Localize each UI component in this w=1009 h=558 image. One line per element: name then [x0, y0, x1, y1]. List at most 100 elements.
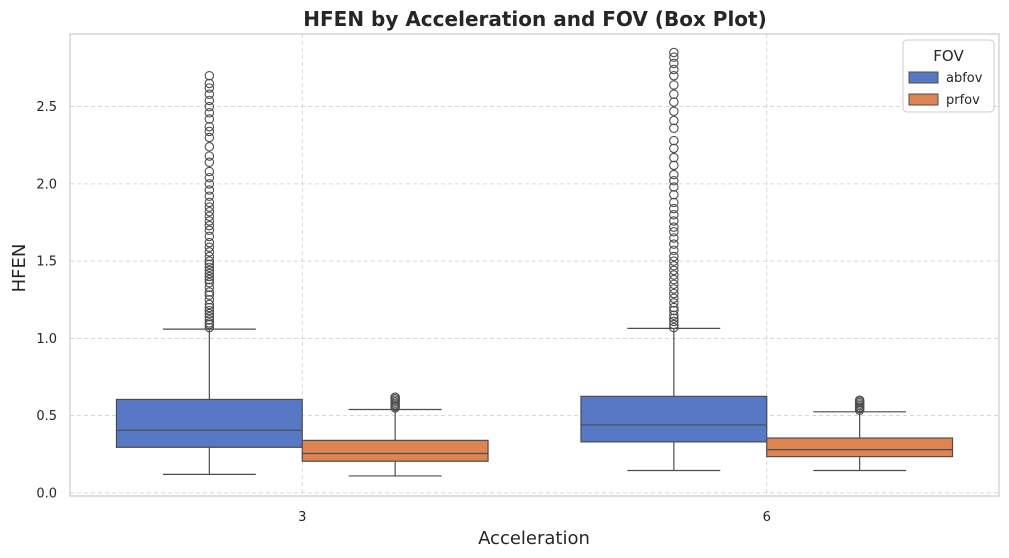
outlier-point — [204, 126, 215, 137]
outlier-point — [669, 305, 679, 316]
outlier-point — [669, 284, 679, 294]
outlier-point — [669, 52, 679, 62]
outlier-point — [669, 89, 679, 100]
outlier-point — [669, 298, 679, 308]
outlier-point — [669, 279, 679, 290]
outlier-point — [669, 216, 679, 226]
outlier-point — [204, 299, 215, 310]
outlier-point — [204, 274, 215, 285]
legend: FOV abfov prfov — [902, 39, 995, 113]
outlier-point — [669, 265, 679, 276]
outlier-point — [854, 395, 865, 405]
y-axis-label: HFEN — [9, 244, 30, 293]
y-tick-label: 2.5 — [36, 100, 57, 115]
outlier-point — [204, 282, 215, 293]
outlier-point — [204, 191, 215, 201]
outlier-point — [204, 83, 215, 93]
outlier-point — [204, 157, 215, 167]
y-tick-label: 0.5 — [36, 409, 57, 424]
outlier-point — [204, 166, 215, 177]
outlier-point — [204, 305, 215, 316]
outlier-point — [669, 310, 679, 320]
outlier-point — [204, 121, 215, 132]
plot-frame — [69, 33, 1000, 497]
outlier-point — [669, 293, 679, 303]
x-tick-label: 3 — [298, 510, 306, 525]
outlier-point — [204, 216, 215, 226]
outlier-point — [204, 318, 215, 328]
outlier-point — [204, 268, 215, 279]
chart-title: HFEN by Acceleration and FOV (Box Plot) — [303, 7, 767, 31]
legend-swatch-prfov — [908, 93, 939, 106]
outlier-point — [669, 97, 679, 107]
outlier-point — [204, 114, 215, 124]
outlier-point — [669, 176, 679, 186]
outlier-point — [204, 185, 215, 195]
outlier-point — [669, 227, 679, 237]
outlier-point — [204, 251, 215, 262]
outlier-point — [669, 313, 679, 324]
outlier-point — [204, 262, 215, 273]
outlier-point — [204, 308, 215, 319]
outlier-point — [204, 206, 215, 217]
outlier-point — [669, 239, 679, 249]
outlier-point — [204, 172, 215, 183]
outlier-point — [669, 182, 679, 192]
outlier-point — [669, 302, 679, 313]
outlier-point — [669, 251, 679, 262]
outlier-point — [204, 202, 215, 212]
outlier-point — [669, 197, 679, 208]
outlier-point — [204, 197, 215, 208]
box-abfov-3 — [115, 398, 303, 448]
outlier-point — [669, 58, 679, 69]
outlier-point — [669, 80, 679, 90]
outlier-point — [669, 288, 679, 299]
outlier-point — [390, 392, 400, 402]
plot-area: 0.0 0.5 1.0 1.5 2.0 2.5 3 6 — [36, 33, 1000, 525]
x-tick-label: 6 — [763, 510, 771, 525]
outlier-point — [204, 108, 215, 118]
box-prfov-3 — [301, 439, 489, 462]
outlier-point — [204, 290, 215, 300]
outlier-point — [669, 316, 679, 327]
outlier-point — [204, 271, 215, 282]
outlier-point — [204, 151, 215, 161]
outlier-point — [204, 295, 215, 305]
box-prfov-6 — [766, 437, 954, 458]
outlier-point — [669, 222, 679, 232]
y-tick-label: 0.0 — [36, 486, 57, 501]
outlier-point — [204, 231, 215, 242]
outlier-point — [669, 115, 679, 126]
outlier-point — [669, 261, 679, 271]
outlier-point — [204, 322, 215, 333]
outlier-point — [669, 189, 679, 200]
outlier-point — [204, 78, 215, 89]
outlier-point — [204, 312, 215, 322]
legend-label-abfov: abfov — [946, 71, 983, 86]
outlier-point — [669, 319, 679, 330]
y-tick-label: 2.0 — [36, 177, 57, 192]
outlier-point — [669, 322, 679, 333]
outlier-point — [204, 89, 215, 100]
y-tick-label: 1.5 — [36, 255, 57, 270]
x-axis-label: Acceleration — [478, 528, 590, 549]
outlier-point — [204, 278, 215, 288]
outlier-point — [204, 70, 215, 81]
outlier-point — [669, 143, 679, 154]
outlier-point — [204, 225, 215, 235]
outlier-point — [204, 132, 215, 143]
outlier-point — [204, 220, 215, 231]
legend-title: FOV — [933, 47, 964, 65]
outlier-point — [204, 256, 215, 266]
outlier-point — [669, 233, 679, 243]
outlier-point — [204, 211, 215, 222]
outlier-point — [669, 256, 679, 266]
outlier-point — [204, 302, 215, 313]
outlier-point — [669, 70, 679, 81]
outlier-point — [669, 169, 679, 180]
outlier-point — [204, 265, 215, 276]
outlier-point — [204, 247, 215, 257]
box-abfov-6 — [580, 395, 768, 443]
outlier-point — [669, 270, 679, 280]
